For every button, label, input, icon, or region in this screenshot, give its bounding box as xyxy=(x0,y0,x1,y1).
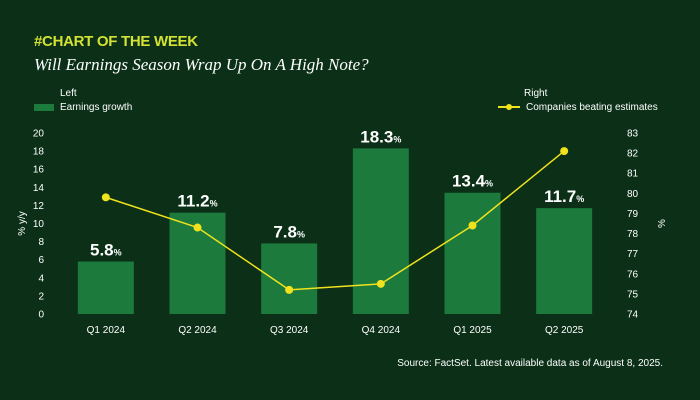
y-tick-right: 75 xyxy=(627,289,639,300)
chart-title: Will Earnings Season Wrap Up On A High N… xyxy=(34,55,369,74)
y-tick-left: 6 xyxy=(38,255,44,266)
y-tick-right: 79 xyxy=(627,209,639,220)
legend-left-series: Earnings growth xyxy=(60,102,133,113)
y-tick-left: 20 xyxy=(33,129,45,140)
y-tick-right: 74 xyxy=(627,310,639,321)
y-tick-left: 14 xyxy=(33,183,45,194)
y-tick-left: 18 xyxy=(33,147,45,158)
bar xyxy=(77,261,134,314)
y-tick-left: 4 xyxy=(38,273,44,284)
bar-data-label: 18.3% xyxy=(360,127,401,146)
y-tick-left: 8 xyxy=(38,237,44,248)
line-point xyxy=(101,193,110,202)
y-tick-right: 83 xyxy=(627,129,639,140)
chart-tag: #CHART OF THE WEEK xyxy=(34,33,198,50)
y-tick-right: 78 xyxy=(627,229,639,240)
legend-right-series: Companies beating estimates xyxy=(526,102,658,113)
x-tick-label: Q4 2024 xyxy=(362,325,401,336)
y-tick-left: 12 xyxy=(33,201,45,212)
y-tick-right: 76 xyxy=(627,269,639,280)
line-point xyxy=(468,221,477,230)
y-tick-right: 82 xyxy=(627,149,639,160)
line-point xyxy=(285,285,294,294)
y-tick-left: 16 xyxy=(33,165,45,176)
legend-left-heading: Left xyxy=(60,88,77,99)
bar xyxy=(536,208,593,314)
line-series xyxy=(105,150,565,291)
bar xyxy=(352,148,409,314)
y-tick-right: 80 xyxy=(627,189,639,200)
line-point xyxy=(376,279,385,288)
x-tick-label: Q1 2025 xyxy=(453,325,492,336)
bar-data-label: 11.7% xyxy=(544,187,584,206)
x-tick-label: Q1 2024 xyxy=(87,325,126,336)
y-tick-left: 2 xyxy=(38,291,44,302)
y-axis-label-left: % y/y xyxy=(17,211,28,235)
legend-bar-swatch xyxy=(34,103,54,111)
bar-data-label: 7.8% xyxy=(273,222,305,241)
source-note: Source: FactSet. Latest available data a… xyxy=(397,358,663,369)
y-tick-right: 77 xyxy=(627,249,639,260)
y-tick-left: 0 xyxy=(38,310,44,321)
legend-left: Left Earnings growth xyxy=(34,87,132,115)
y-axis-label-right: % xyxy=(657,219,668,228)
line-point xyxy=(193,223,202,232)
bar xyxy=(261,243,318,314)
y-tick-right: 81 xyxy=(627,169,639,180)
bar xyxy=(444,192,501,314)
bar-data-label: 13.4% xyxy=(452,172,493,191)
legend-right-heading: Right xyxy=(524,88,548,99)
x-tick-label: Q2 2025 xyxy=(545,325,584,336)
x-tick-label: Q3 2024 xyxy=(270,325,309,336)
bar-data-label: 5.8% xyxy=(90,241,122,260)
x-tick-label: Q2 2024 xyxy=(178,325,217,336)
line-point xyxy=(560,147,569,156)
y-tick-left: 10 xyxy=(33,219,45,230)
bar-data-label: 11.2% xyxy=(177,192,217,211)
legend-line-swatch xyxy=(498,103,520,111)
legend-right: Right Companies beating estimates xyxy=(498,87,658,115)
